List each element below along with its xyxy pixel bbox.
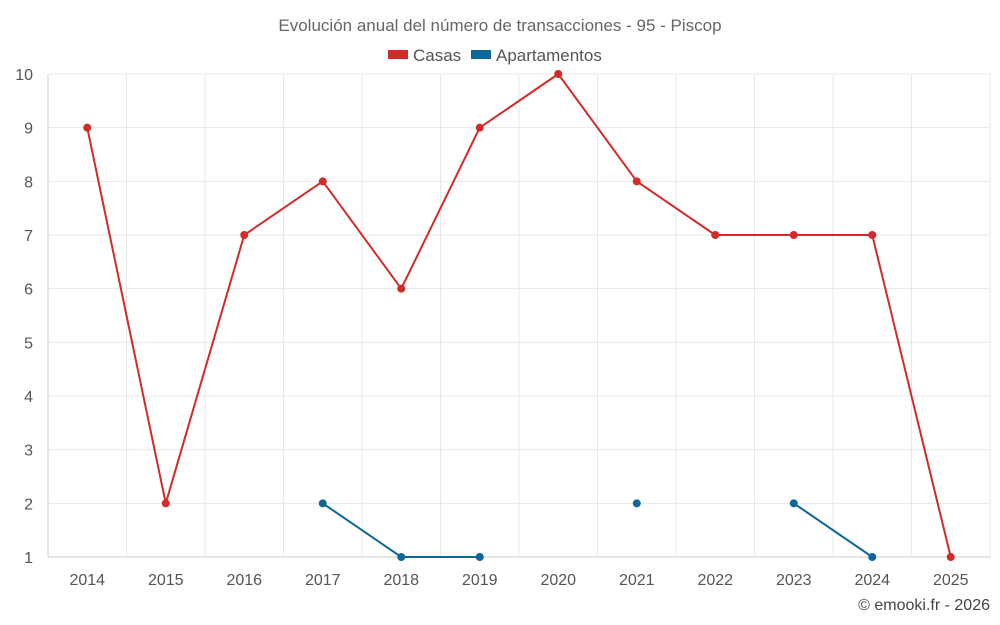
series-apartamentos [318,499,877,561]
legend-swatch-casas [388,50,408,59]
data-point-apartamentos[interactable] [397,553,406,561]
data-point-casas[interactable] [397,284,406,293]
y-tick-label: 1 [24,550,33,567]
data-point-casas[interactable] [946,553,955,561]
data-point-casas[interactable] [554,70,563,78]
x-tick-label: 2021 [619,572,655,589]
y-tick-label: 5 [24,335,33,352]
x-tick-label: 2015 [148,572,184,589]
x-tick-label: 2023 [776,572,812,589]
x-tick-label: 2016 [226,572,262,589]
data-point-casas[interactable] [83,123,92,132]
x-tick-label: 2025 [933,572,969,589]
data-point-casas[interactable] [868,231,877,239]
data-point-apartamentos[interactable] [789,499,798,508]
x-axis-ticks: 2014 2015 2016 2017 2018 2019 2020 2021 2022 2023… [69,572,968,589]
data-point-casas[interactable] [711,231,720,239]
series-casas [83,70,955,561]
y-axis-ticks: 1 2 3 4 5 6 7 8 9 10 [15,67,33,567]
data-point-casas[interactable] [161,499,170,508]
data-point-apartamentos[interactable] [868,553,877,561]
data-point-casas[interactable] [475,123,484,132]
grid [47,73,991,558]
data-point-apartamentos[interactable] [475,553,484,561]
y-tick-label: 9 [24,121,33,138]
legend-label-casas: Casas [413,46,461,65]
y-tick-label: 10 [15,67,33,84]
series-line-apartamentos [322,502,480,558]
x-tick-label: 2024 [854,572,890,589]
y-tick-label: 4 [24,389,33,406]
data-point-casas[interactable] [318,177,327,186]
data-point-apartamentos[interactable] [318,499,327,508]
x-tick-label: 2017 [305,572,341,589]
x-tick-label: 2022 [697,572,733,589]
data-point-apartamentos[interactable] [632,499,641,508]
x-tick-label: 2014 [69,572,105,589]
series [83,70,955,561]
data-point-casas[interactable] [632,177,641,186]
series-line-casas [86,73,952,558]
legend-label-apartamentos: Apartamentos [496,46,602,65]
y-tick-label: 2 [24,496,33,513]
data-point-casas[interactable] [789,231,798,239]
legend-swatch-apartamentos [471,50,491,59]
credit-text: © emooki.fr - 2026 [858,597,990,614]
y-tick-label: 8 [24,174,33,191]
y-tick-label: 3 [24,443,33,460]
x-tick-label: 2019 [462,572,498,589]
x-tick-label: 2018 [383,572,419,589]
series-line-apartamentos [793,502,873,558]
legend: Casas Apartamentos [388,46,602,65]
y-tick-label: 7 [24,228,33,245]
x-tick-label: 2020 [540,572,576,589]
y-tick-label: 6 [24,282,33,299]
chart-title: Evolución anual del número de transaccio… [278,16,721,35]
data-point-casas[interactable] [240,231,249,239]
